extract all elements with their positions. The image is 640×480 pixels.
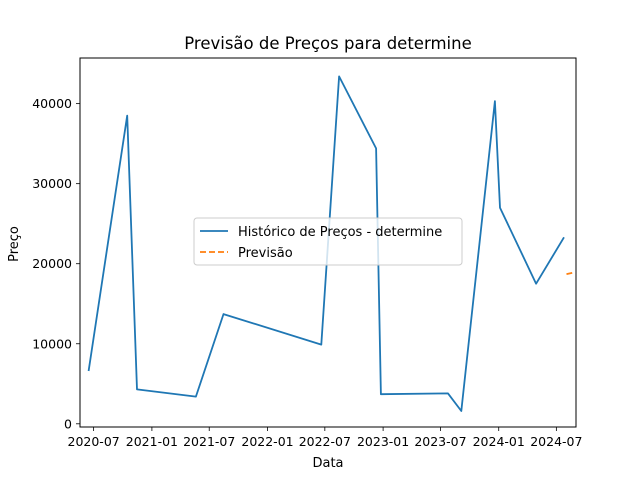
x-tick-label: 2020-07 xyxy=(68,434,120,449)
x-tick-label: 2022-01 xyxy=(241,434,293,449)
x-tick-label: 2024-07 xyxy=(530,434,582,449)
series-line-1 xyxy=(87,75,565,412)
x-tick-label: 2023-01 xyxy=(357,434,409,449)
y-tick-label: 0 xyxy=(64,416,72,431)
x-tick-label: 2021-01 xyxy=(126,434,178,449)
x-tick-label: 2022-07 xyxy=(299,434,351,449)
x-axis: 2020-07 2021-01 2021-07 2022-01 2022-07 2023-… xyxy=(68,427,582,449)
y-tick-label: 10000 xyxy=(32,336,72,351)
y-tick-label: 20000 xyxy=(32,256,72,271)
y-tick-label: 40000 xyxy=(32,96,72,111)
x-tick-label: 2021-07 xyxy=(183,434,235,449)
legend: Histórico de Preços - determine Previsão xyxy=(193,217,463,266)
y-tick-label: 30000 xyxy=(32,176,72,191)
chart-title: Previsão de Preços para determine xyxy=(184,34,471,53)
legend-box xyxy=(193,217,463,266)
y-axis: 0 10000 20000 30000 40000 xyxy=(32,96,80,431)
legend-label-2: Previsão xyxy=(238,246,293,261)
y-axis-label: Preço xyxy=(7,226,22,262)
x-tick-label: 2023-07 xyxy=(414,434,466,449)
plot-area xyxy=(79,57,577,428)
plot-frame xyxy=(79,57,577,428)
legend-label-1: Histórico de Preços - determine xyxy=(238,225,442,240)
x-axis-label: Data xyxy=(312,456,343,471)
series-line-2 xyxy=(566,272,573,275)
x-tick-label: 2024-01 xyxy=(473,434,525,449)
